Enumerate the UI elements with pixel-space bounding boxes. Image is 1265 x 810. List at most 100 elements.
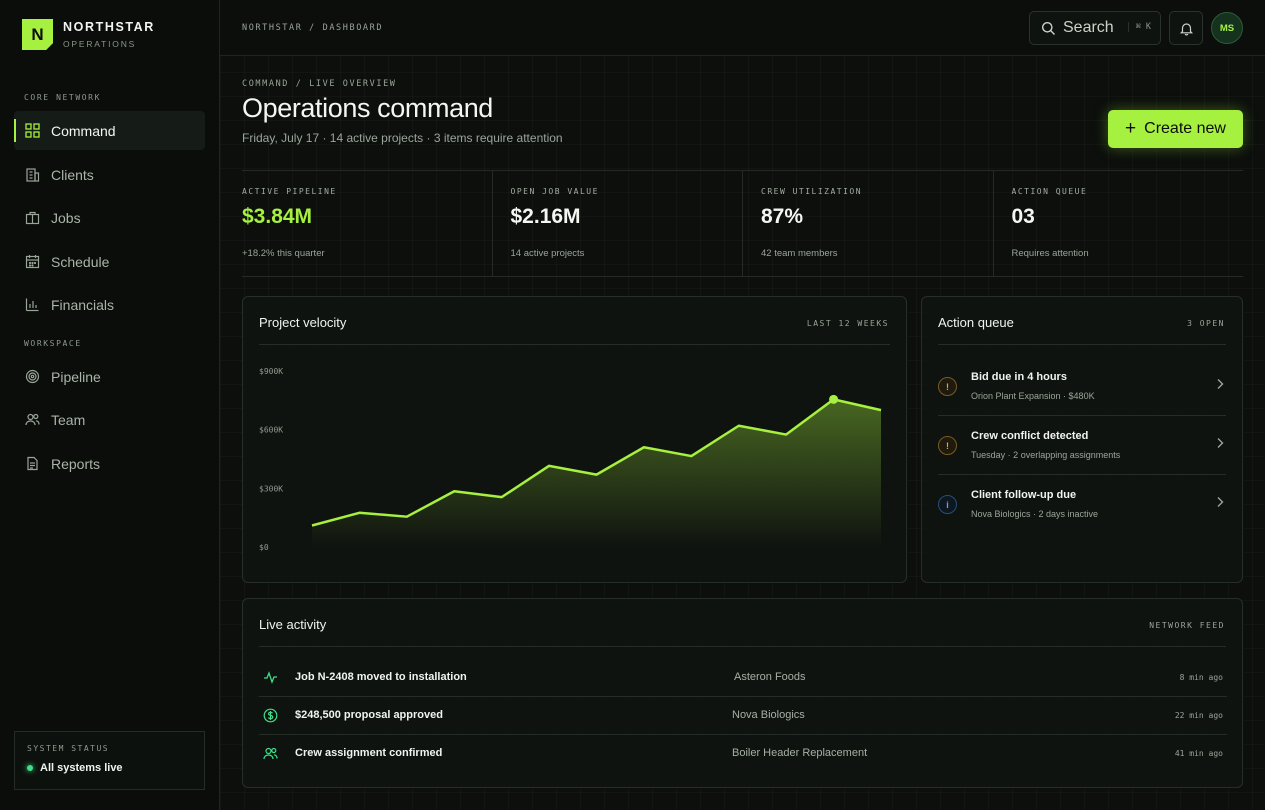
queue-item-title: Bid due in 4 hours	[971, 371, 1067, 383]
status-dot-icon	[27, 765, 33, 771]
sidebar: N NORTHSTAR OPERATIONS CORE NETWORK Comm…	[0, 0, 220, 810]
activity-row[interactable]: Job N-2408 moved to installation Asteron…	[259, 659, 1227, 697]
panel-title: Live activity	[259, 617, 327, 632]
activity-title: Crew assignment confirmed	[295, 747, 443, 759]
y-tick-label: $600K	[259, 426, 283, 435]
activity-time: 41 min ago	[1174, 749, 1223, 758]
activity-title: Job N-2408 moved to installation	[295, 671, 467, 683]
velocity-area	[312, 399, 881, 547]
sidebar-item-label: Schedule	[51, 253, 110, 270]
sidebar-item-label: Reports	[51, 455, 101, 472]
activity-title: $248,500 proposal approved	[295, 709, 443, 721]
nav-section-workspace: WORKSPACE	[24, 339, 82, 348]
grid-icon	[24, 123, 40, 139]
kpi-label: ACTIVE PIPELINE	[242, 187, 337, 196]
building-icon	[24, 167, 40, 183]
action-queue-panel: Action queue 3 OPEN ! Bid due in 4 hours…	[921, 296, 1243, 583]
warning-icon: !	[938, 436, 957, 455]
create-new-button[interactable]: + Create new	[1108, 110, 1243, 148]
live-activity-panel: Live activity NETWORK FEED Job N-2408 mo…	[242, 598, 1243, 788]
sidebar-item-schedule[interactable]: Schedule	[14, 242, 205, 281]
queue-item-subtitle: Nova Biologics · 2 days inactive	[971, 509, 1099, 519]
sidebar-item-label: Command	[51, 122, 116, 139]
notifications-button[interactable]	[1169, 11, 1203, 45]
sidebar-item-label: Financials	[51, 296, 115, 313]
sidebar-item-label: Team	[51, 411, 86, 428]
kpi-active-pipeline: ACTIVE PIPELINE $3.84M +18.2% this quart…	[242, 171, 493, 276]
page-subtitle: Friday, July 17 · 14 active projects · 3…	[242, 131, 563, 145]
kpi-note: 14 active projects	[510, 248, 585, 259]
create-new-label: Create new	[1144, 120, 1226, 137]
queue-item-title: Client follow-up due	[971, 489, 1077, 501]
panel-meta: LAST 12 WEEKS	[806, 319, 889, 328]
document-icon	[24, 456, 40, 472]
sidebar-item-pipeline[interactable]: Pipeline	[14, 357, 205, 396]
kpi-action-queue: ACTION QUEUE 03 Requires attention	[994, 171, 1244, 276]
activity-row[interactable]: Crew assignment confirmed Boiler Header …	[259, 735, 1227, 773]
nav-section-core: CORE NETWORK	[24, 93, 101, 102]
bell-icon	[1179, 21, 1194, 36]
main-content: NORTHSTAR / DASHBOARD Search ⌘ K MS COMM…	[220, 0, 1265, 810]
activity-time: 8 min ago	[1179, 673, 1223, 682]
sidebar-item-clients[interactable]: Clients	[14, 155, 205, 194]
queue-item[interactable]: i Client follow-up due Nova Biologics · …	[938, 475, 1226, 534]
velocity-line	[311, 398, 882, 527]
target-icon	[24, 369, 40, 385]
queue-item-subtitle: Orion Plant Expansion · $480K	[971, 391, 1095, 401]
system-status: SYSTEM STATUS All systems live	[14, 731, 205, 790]
kpi-value: 87%	[761, 205, 804, 228]
kpi-crew-utilization: CREW UTILIZATION 87% 42 team members	[743, 171, 994, 276]
avatar[interactable]: MS	[1211, 12, 1243, 44]
kpi-note: Requires attention	[1011, 248, 1089, 259]
sidebar-item-team[interactable]: Team	[14, 400, 205, 439]
chevron-right-icon	[1216, 437, 1224, 449]
page-eyebrow: COMMAND / LIVE OVERVIEW	[242, 79, 397, 89]
kpi-label: CREW UTILIZATION	[761, 187, 863, 196]
dollar-icon	[263, 708, 278, 723]
panel-title: Action queue	[938, 315, 1014, 330]
kpi-note: 42 team members	[761, 248, 838, 259]
briefcase-icon	[24, 210, 40, 226]
panel-meta: NETWORK FEED	[1149, 621, 1225, 630]
sidebar-item-reports[interactable]: Reports	[14, 444, 205, 483]
info-icon: i	[938, 495, 957, 514]
y-tick-label: $300K	[259, 484, 283, 493]
search-label: Search	[1063, 19, 1114, 36]
bar-chart-icon	[24, 297, 40, 313]
divider	[259, 344, 890, 345]
velocity-highlight-point[interactable]	[829, 394, 839, 404]
activity-client: Boiler Header Replacement	[732, 747, 868, 759]
users-icon	[24, 412, 40, 428]
kpi-value: 03	[1011, 205, 1035, 228]
sidebar-item-financials[interactable]: Financials	[14, 285, 205, 324]
kpi-label: OPEN JOB VALUE	[510, 187, 599, 196]
sidebar-item-label: Clients	[51, 166, 94, 183]
queue-item-subtitle: Tuesday · 2 overlapping assignments	[971, 450, 1121, 460]
velocity-chart: $900K $600K $300K $0	[259, 367, 882, 552]
warning-icon: !	[938, 377, 957, 396]
brand[interactable]: N NORTHSTAR OPERATIONS	[22, 19, 155, 50]
kpi-strip: ACTIVE PIPELINE $3.84M +18.2% this quart…	[242, 170, 1243, 277]
users-icon	[263, 746, 278, 761]
divider	[259, 646, 1226, 647]
y-tick-label: $0	[259, 543, 269, 552]
y-tick-label: $900K	[259, 367, 283, 376]
pulse-icon	[263, 670, 278, 685]
system-status-label: SYSTEM STATUS	[27, 744, 110, 753]
activity-client: Nova Biologics	[732, 709, 805, 721]
sidebar-item-command[interactable]: Command	[14, 111, 205, 150]
queue-item[interactable]: ! Crew conflict detected Tuesday · 2 ove…	[938, 416, 1226, 475]
activity-row[interactable]: $248,500 proposal approved Nova Biologic…	[259, 697, 1227, 735]
panel-meta: 3 OPEN	[1187, 319, 1225, 328]
search-button[interactable]: Search ⌘ K	[1029, 11, 1161, 45]
sidebar-item-jobs[interactable]: Jobs	[14, 198, 205, 237]
kpi-value: $3.84M	[242, 205, 313, 228]
sidebar-item-label: Jobs	[51, 209, 81, 226]
search-icon	[1041, 21, 1056, 36]
topbar: NORTHSTAR / DASHBOARD Search ⌘ K MS	[220, 0, 1265, 56]
queue-item[interactable]: ! Bid due in 4 hours Orion Plant Expansi…	[938, 357, 1226, 416]
kpi-value: $2.16M	[510, 205, 581, 228]
sidebar-item-label: Pipeline	[51, 368, 101, 385]
calendar-icon	[24, 254, 40, 270]
brand-logo: N	[22, 19, 53, 50]
